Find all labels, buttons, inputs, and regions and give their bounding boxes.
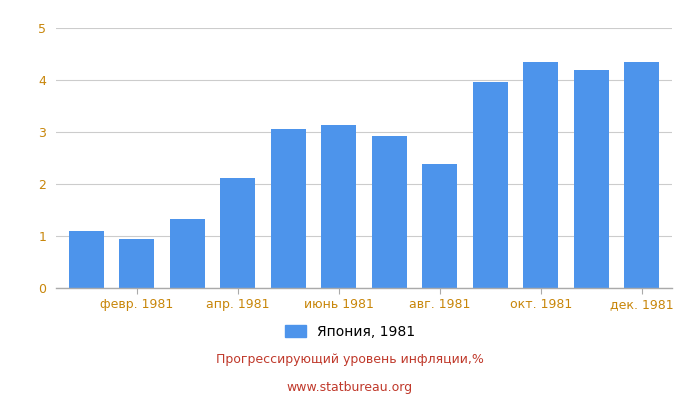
Bar <box>119 238 155 288</box>
Bar <box>372 136 407 288</box>
Bar <box>271 129 306 288</box>
Bar <box>624 62 659 288</box>
Bar <box>422 164 457 288</box>
Legend: Япония, 1981: Япония, 1981 <box>279 319 421 344</box>
Bar <box>69 231 104 288</box>
Text: www.statbureau.org: www.statbureau.org <box>287 382 413 394</box>
Bar <box>473 82 508 288</box>
Bar <box>573 70 609 288</box>
Bar <box>523 62 559 288</box>
Bar <box>169 219 205 288</box>
Bar <box>220 178 256 288</box>
Bar <box>321 125 356 288</box>
Text: Прогрессирующий уровень инфляции,%: Прогрессирующий уровень инфляции,% <box>216 354 484 366</box>
